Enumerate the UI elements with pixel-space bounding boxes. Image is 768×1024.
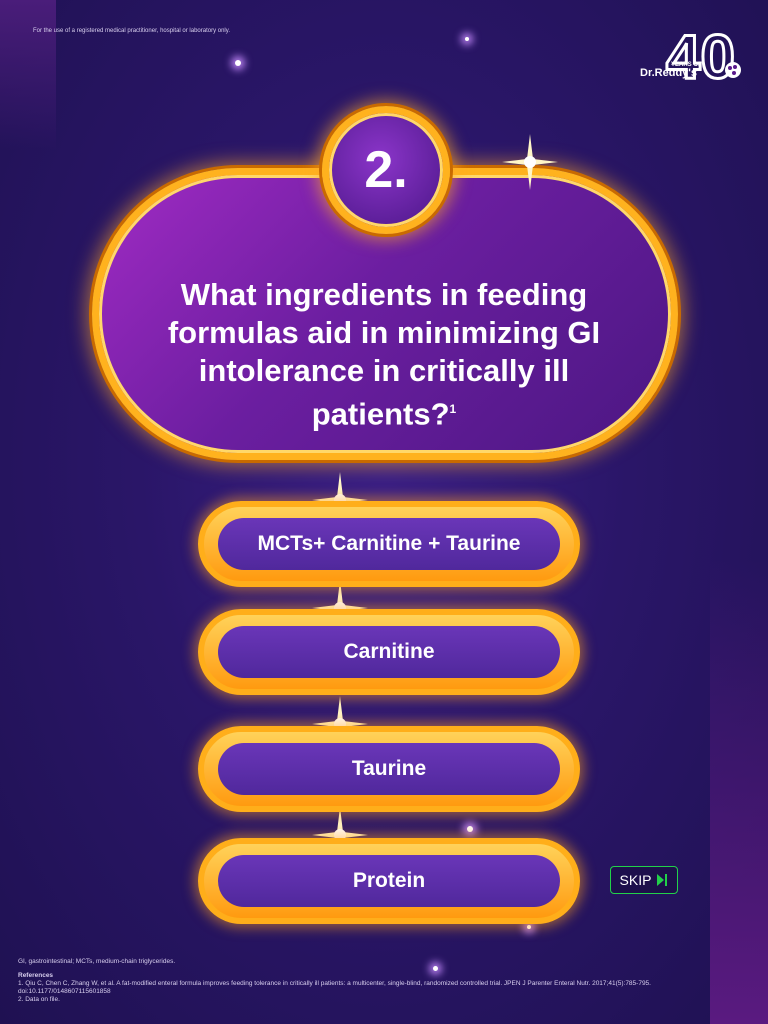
dr-reddys-40-years-logo: 40 YEARS OF Dr.Reddy's [636, 20, 756, 100]
answer-label: MCTs+ Carnitine + Taurine [218, 518, 560, 570]
answer-option-2[interactable]: Carnitine [198, 609, 580, 695]
decorative-band-left [0, 0, 56, 150]
answer-label: Taurine [218, 743, 560, 795]
references-title: References [18, 972, 54, 979]
skip-label: SKIP [619, 872, 652, 888]
logo-number: 40 [666, 23, 735, 92]
sparkle-dot [433, 966, 438, 971]
question-number-badge: 2. [322, 106, 450, 234]
answer-option-3[interactable]: Taurine [198, 726, 580, 812]
logo-brand: Dr.Reddy's [640, 67, 697, 79]
answer-option-1[interactable]: MCTs+ Carnitine + Taurine [198, 501, 580, 587]
reference-item: 2. Data on file. [18, 996, 60, 1003]
answer-option-4[interactable]: Protein [198, 838, 580, 924]
question-body: What ingredients in feeding formulas aid… [167, 277, 601, 432]
sparkle-star-icon [500, 132, 560, 192]
logo-years-label: YEARS OF [671, 62, 702, 68]
skip-next-icon [657, 874, 668, 886]
skip-button[interactable]: SKIP [610, 866, 678, 894]
abbreviations-text: GI, gastrointestinal; MCTs, medium-chain… [18, 958, 176, 965]
sparkle-dot [467, 826, 473, 832]
sparkle-dot [527, 925, 531, 929]
reference-item: 1. Qiu C, Chen C, Zhang W, et al. A fat-… [18, 980, 651, 995]
answer-label: Protein [218, 855, 560, 907]
answer-label: Carnitine [218, 626, 560, 678]
sparkle-dot [235, 60, 241, 66]
footnotes: GI, gastrointestinal; MCTs, medium-chain… [18, 958, 718, 1004]
question-text: What ingredients in feeding formulas aid… [130, 276, 638, 433]
decorative-band-right [710, 560, 768, 1024]
question-reference-superscript: 1 [449, 402, 457, 416]
disclaimer-text: For the use of a registered medical prac… [33, 28, 230, 34]
sparkle-dot [465, 37, 469, 41]
